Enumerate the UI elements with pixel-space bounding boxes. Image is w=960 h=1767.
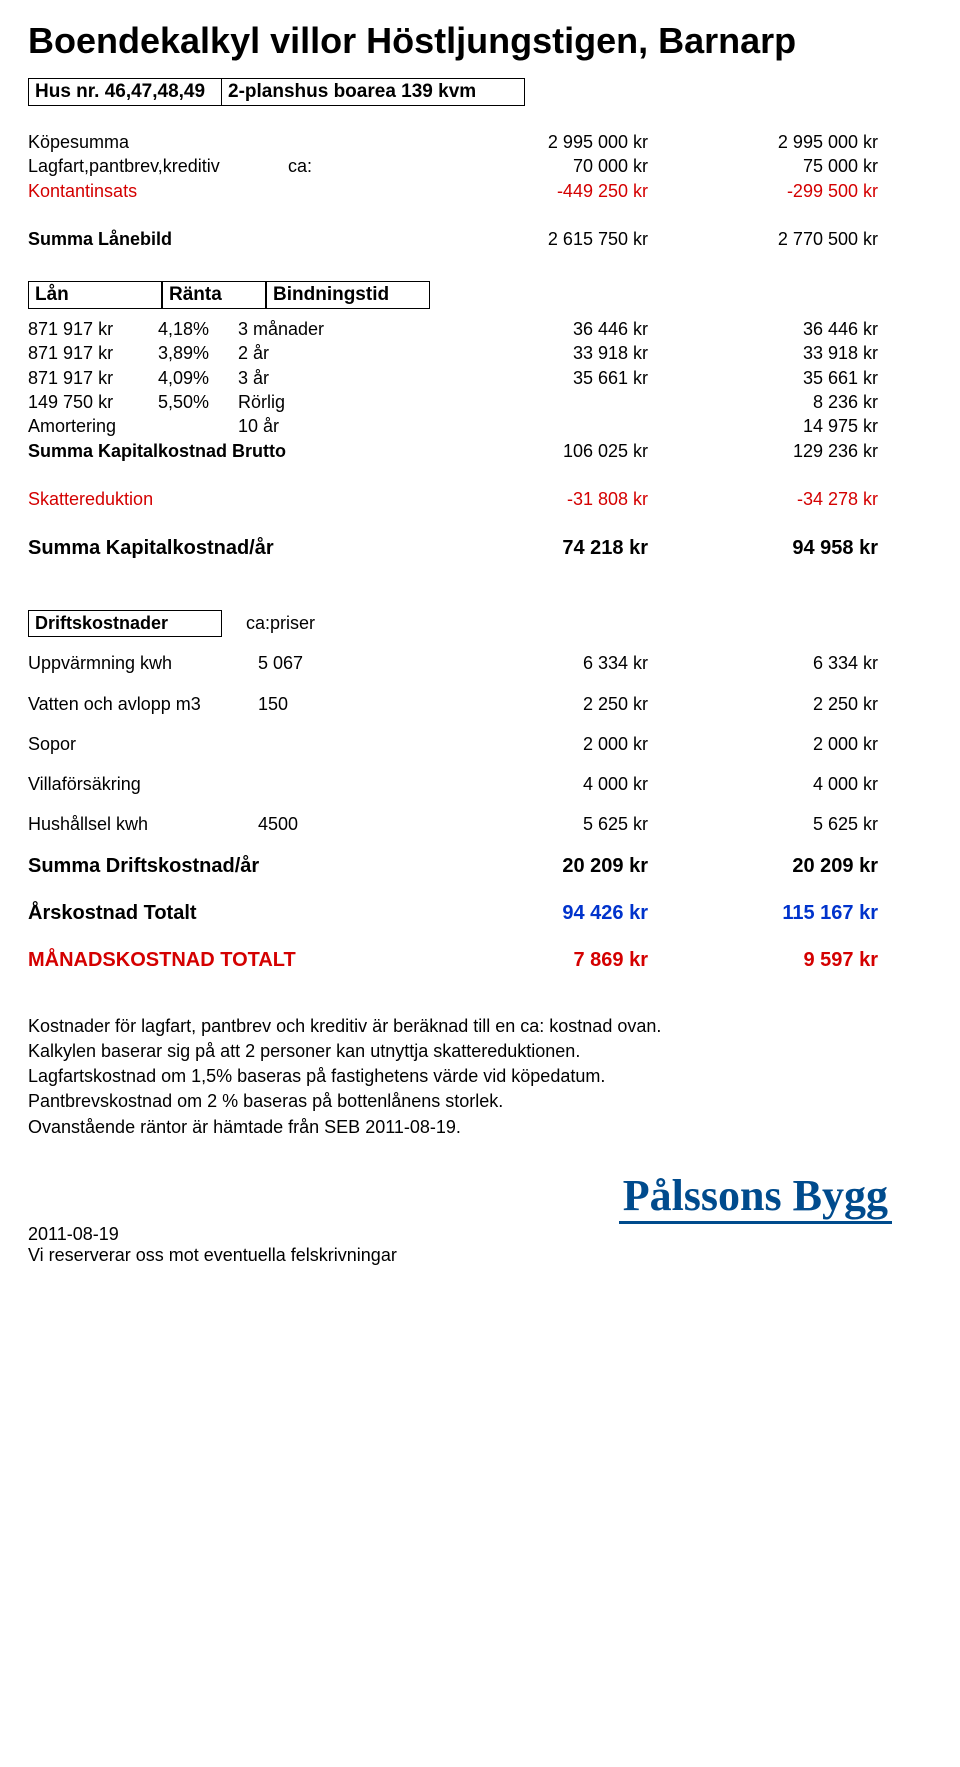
kontantinsats-v1: -449 250 kr: [418, 179, 648, 203]
bottom-text: Vi reserverar oss mot eventuella felskri…: [28, 1245, 932, 1266]
lan-row: 871 917 kr4,09%3 år35 661 kr35 661 kr: [28, 366, 932, 390]
lan-rate: 4,09%: [158, 366, 238, 390]
lan-amount: 149 750 kr: [28, 390, 158, 414]
sumkapar-label: Summa Kapitalkostnad/år: [28, 535, 388, 562]
summalane-v2: 2 770 500 kr: [648, 227, 878, 251]
skatt-v1: -31 808 kr: [388, 487, 648, 511]
page-title: Boendekalkyl villor Höstljungstigen, Bar…: [28, 20, 932, 62]
sumkapbrutto-v2: 129 236 kr: [648, 439, 878, 463]
vatten-qty: 150: [258, 692, 388, 716]
lan-row: 871 917 kr4,18%3 månader36 446 kr36 446 …: [28, 317, 932, 341]
lagfart-v1: 70 000 kr: [418, 154, 648, 178]
villa-v1: 4 000 kr: [388, 772, 648, 796]
lan-h2: Ränta: [162, 281, 266, 309]
manad-v2: 9 597 kr: [648, 947, 878, 974]
villa-v2: 4 000 kr: [648, 772, 878, 796]
manad-v1: 7 869 kr: [388, 947, 648, 974]
vatten-label: Vatten och avlopp m3: [28, 692, 258, 716]
lan-header: Lån Ränta Bindningstid: [28, 281, 932, 309]
lan-v2: 8 236 kr: [648, 390, 878, 414]
footer-4: Pantbrevskostnad om 2 % baseras på botte…: [28, 1089, 932, 1114]
lan-amount: 871 917 kr: [28, 366, 158, 390]
amort-label: Amortering: [28, 414, 158, 438]
footer-1: Kostnader för lagfart, pantbrev och kred…: [28, 1014, 932, 1039]
kopesumma-v1: 2 995 000 kr: [418, 130, 648, 154]
arskost-v1: 94 426 kr: [388, 900, 648, 927]
lan-h1: Lån: [28, 281, 162, 309]
uppv-qty: 5 067: [258, 651, 388, 675]
skatt-v2: -34 278 kr: [648, 487, 878, 511]
footer-text: Kostnader för lagfart, pantbrev och kred…: [28, 1014, 932, 1140]
sopor-label: Sopor: [28, 732, 258, 756]
lan-v1: 35 661 kr: [388, 366, 648, 390]
lan-v2: 35 661 kr: [648, 366, 878, 390]
lan-v1: 33 918 kr: [388, 341, 648, 365]
lan-bind: 3 år: [238, 366, 388, 390]
lagfart-label: Lagfart,pantbrev,kreditiv: [28, 154, 288, 178]
vatten-v2: 2 250 kr: [648, 692, 878, 716]
sopor-v1: 2 000 kr: [388, 732, 648, 756]
lan-v1: 36 446 kr: [388, 317, 648, 341]
bottom-note: 2011-08-19 Vi reserverar oss mot eventue…: [28, 1224, 932, 1266]
footer-2: Kalkylen baserar sig på att 2 personer k…: [28, 1039, 932, 1064]
lan-rate: 5,50%: [158, 390, 238, 414]
footer-3: Lagfartskostnad om 1,5% baseras på fasti…: [28, 1064, 932, 1089]
hush-qty: 4500: [258, 812, 388, 836]
sumdrift-v1: 20 209 kr: [388, 853, 648, 880]
footer-5: Ovanstående räntor är hämtade från SEB 2…: [28, 1115, 932, 1140]
hush-v1: 5 625 kr: [388, 812, 648, 836]
lan-v2: 33 918 kr: [648, 341, 878, 365]
summalane-v1: 2 615 750 kr: [418, 227, 648, 251]
lan-body: 871 917 kr4,18%3 månader36 446 kr36 446 …: [28, 317, 932, 414]
sumkapbrutto-label: Summa Kapitalkostnad Brutto: [28, 439, 388, 463]
hus-value: 46,47,48,49: [105, 81, 205, 102]
uppv-v1: 6 334 kr: [388, 651, 648, 675]
sumdrift-label: Summa Driftskostnad/år: [28, 853, 388, 880]
amort-v2: 14 975 kr: [648, 414, 878, 438]
sumkapbrutto-v1: 106 025 kr: [388, 439, 648, 463]
kopesumma-label: Köpesumma: [28, 130, 288, 154]
manad-label: MÅNADSKOSTNAD TOTALT: [28, 947, 388, 974]
hus-row: Hus nr. 46,47,48,49 2-planshus boarea 13…: [28, 78, 932, 106]
sumkapar-v2: 94 958 kr: [648, 535, 878, 562]
kontantinsats-label: Kontantinsats: [28, 179, 288, 203]
brand-logo: Pålssons Bygg: [619, 1170, 892, 1224]
villa-label: Villaförsäkring: [28, 772, 258, 796]
lan-amount: 871 917 kr: [28, 341, 158, 365]
lagfart-mid: ca:: [288, 154, 418, 178]
kopesumma-v2: 2 995 000 kr: [648, 130, 878, 154]
sumkapar-v1: 74 218 kr: [388, 535, 648, 562]
lan-bind: 3 månader: [238, 317, 388, 341]
lan-row: 871 917 kr3,89%2 år33 918 kr33 918 kr: [28, 341, 932, 365]
hush-v2: 5 625 kr: [648, 812, 878, 836]
summalane-label: Summa Lånebild: [28, 227, 288, 251]
skatt-label: Skattereduktion: [28, 487, 388, 511]
bottom-date: 2011-08-19: [28, 1224, 932, 1245]
arskost-label: Årskostnad Totalt: [28, 900, 388, 927]
hus-desc: 2-planshus boarea 139 kvm: [221, 78, 525, 106]
lan-rate: 4,18%: [158, 317, 238, 341]
lan-row: 149 750 kr5,50%Rörlig 8 236 kr: [28, 390, 932, 414]
arskost-v2: 115 167 kr: [648, 900, 878, 927]
lan-rate: 3,89%: [158, 341, 238, 365]
hush-label: Hushållsel kwh: [28, 812, 258, 836]
sopor-v2: 2 000 kr: [648, 732, 878, 756]
vatten-v1: 2 250 kr: [388, 692, 648, 716]
lan-amount: 871 917 kr: [28, 317, 158, 341]
sumdrift-v2: 20 209 kr: [648, 853, 878, 880]
amort-bind: 10 år: [238, 414, 388, 438]
kontantinsats-v2: -299 500 kr: [648, 179, 878, 203]
lan-v2: 36 446 kr: [648, 317, 878, 341]
lan-h3: Bindningstid: [266, 281, 430, 309]
drift-header: Driftskostnader ca:priser: [28, 610, 932, 637]
drift-label: Driftskostnader: [28, 610, 222, 637]
lagfart-v2: 75 000 kr: [648, 154, 878, 178]
hus-label: Hus nr.: [35, 81, 99, 102]
lan-bind: 2 år: [238, 341, 388, 365]
lan-v1: [388, 390, 648, 414]
uppv-label: Uppvärmning kwh: [28, 651, 258, 675]
lan-bind: Rörlig: [238, 390, 388, 414]
drift-capriser: ca:priser: [246, 613, 315, 634]
uppv-v2: 6 334 kr: [648, 651, 878, 675]
